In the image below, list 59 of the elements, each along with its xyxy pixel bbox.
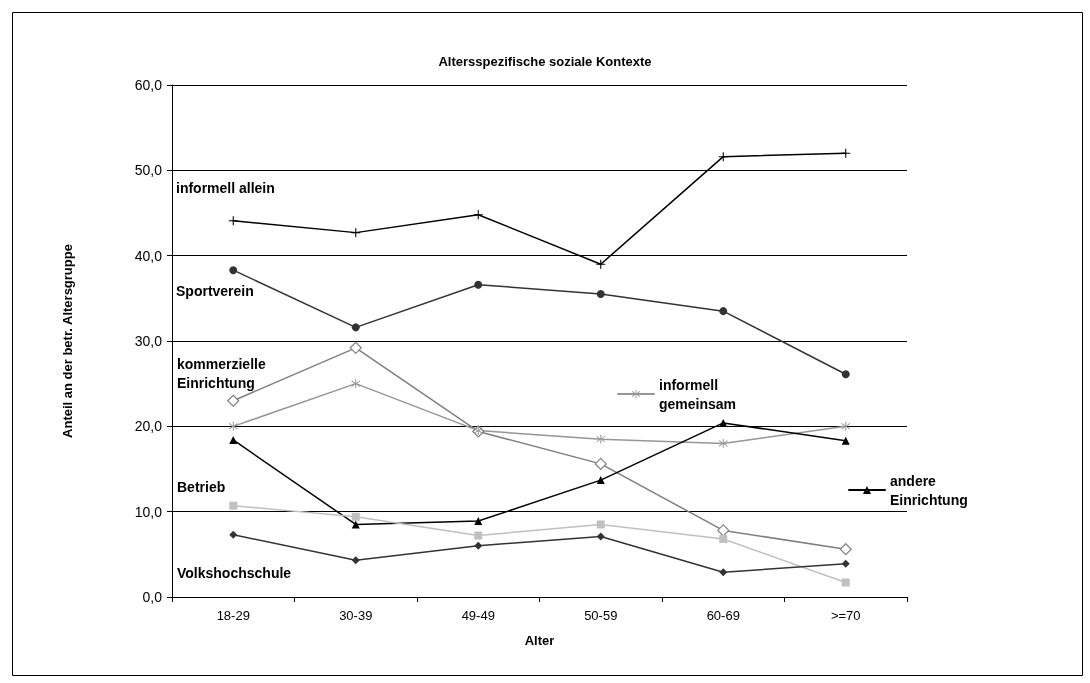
- point: [474, 541, 483, 550]
- point: [596, 259, 606, 269]
- series-label: Volkshochschule: [177, 564, 292, 581]
- point: [229, 530, 238, 539]
- point: [473, 210, 483, 220]
- point: [351, 323, 360, 332]
- point: [474, 531, 483, 540]
- text: informell allein: [176, 179, 275, 196]
- point: [596, 520, 605, 529]
- point: [351, 379, 361, 389]
- point: [596, 434, 606, 444]
- point: [841, 421, 851, 431]
- point: [351, 512, 360, 521]
- y-tick-label: 60,0: [134, 77, 163, 93]
- y-tick-label: 0,0: [142, 589, 163, 605]
- point: [596, 290, 605, 299]
- y-tick-label: 40,0: [134, 247, 163, 264]
- point: [718, 152, 728, 162]
- point: [841, 436, 850, 445]
- point: [841, 559, 850, 568]
- point: [228, 216, 238, 226]
- x-tick-label: 49-49: [461, 608, 495, 623]
- point: [351, 556, 360, 565]
- y-tick-label: 30,0: [134, 333, 163, 349]
- x-tick-label: 30-39: [339, 608, 373, 623]
- series-label: Betrieb: [177, 478, 226, 495]
- y-axis-title: Anteil an der betr. Altersgruppe: [60, 244, 75, 438]
- point: [229, 435, 238, 444]
- point: [719, 307, 728, 316]
- point: [596, 532, 605, 541]
- point: [719, 418, 728, 427]
- y-tick-label: 10,0: [134, 503, 163, 520]
- point: [594, 457, 607, 470]
- point: [229, 266, 238, 275]
- point: [351, 228, 361, 238]
- x-tick-label: 50-59: [584, 608, 618, 623]
- point: [229, 501, 238, 510]
- point: [349, 341, 362, 354]
- point: [474, 280, 483, 289]
- legend-label: andere Einrichtung: [890, 472, 968, 508]
- chart-title: Altersspezifische soziale Kontexte: [438, 54, 652, 69]
- x-axis-title: Alter: [524, 633, 555, 648]
- point: [227, 394, 240, 407]
- point: [228, 421, 238, 431]
- series-label: Sportverein: [176, 282, 254, 299]
- point: [841, 578, 850, 587]
- x-tick-label: 60-69: [706, 608, 740, 623]
- point: [839, 543, 852, 556]
- legend-label: informell gemeinsam: [659, 376, 737, 412]
- point: [841, 148, 851, 158]
- point: [719, 568, 728, 577]
- x-tick-label: >=70: [830, 608, 861, 623]
- point: [719, 534, 728, 543]
- x-tick-label: 18-29: [216, 608, 250, 623]
- point: [841, 370, 850, 379]
- y-tick-label: 20,0: [134, 418, 163, 435]
- series-label: kommerzielle Einrichtung: [177, 355, 270, 391]
- point: [718, 438, 728, 448]
- y-tick-label: 50,0: [134, 162, 163, 179]
